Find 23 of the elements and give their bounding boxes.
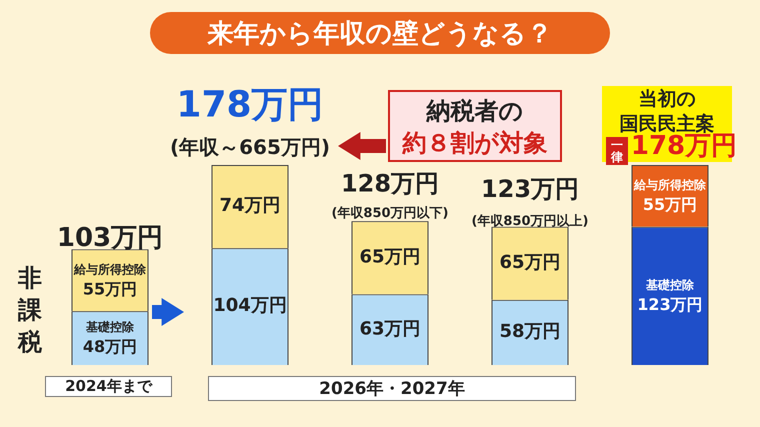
annotation: (年収850万円以上) [470, 213, 590, 230]
data-label: 63万円 [359, 318, 421, 340]
text: 2024年まで [45, 376, 172, 397]
data-label: 65万円 [499, 252, 561, 273]
total-label: 123万円 [480, 175, 580, 204]
text: (年収～665万円) [168, 134, 332, 161]
annotation: (年収850万円以下) [330, 205, 450, 222]
total-label: 103万円 [56, 223, 164, 254]
data-label: 基礎控除 48万円 [82, 320, 138, 356]
data-label: 74万円 [219, 195, 281, 216]
text: 一律 [606, 137, 628, 165]
total-label: 178万円 [176, 84, 324, 126]
total-label: 128万円 [340, 169, 440, 198]
text: 当初の [602, 86, 732, 112]
data-label: 給与所得控除 55万円 [633, 178, 707, 214]
data-label: 基礎控除 123万円 [637, 278, 703, 314]
text: 2026年・2027年 [208, 376, 576, 401]
chart-title: 来年から年収の壁どうなる？ [150, 12, 610, 54]
data-label: 給与所得控除 55万円 [73, 262, 147, 298]
data-label: 58万円 [499, 321, 561, 342]
data-label: 65万円 [359, 246, 421, 268]
annotation: 非課税 [17, 263, 43, 358]
data-label: 104万円 [213, 295, 287, 316]
